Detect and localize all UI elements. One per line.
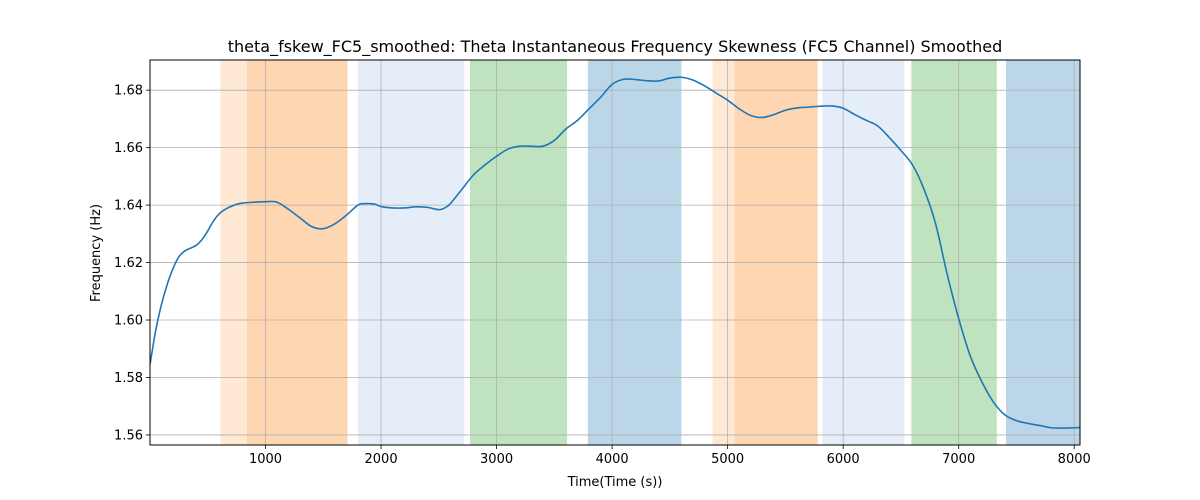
band-8 — [911, 60, 997, 445]
y-tick-label: 1.60 — [114, 314, 143, 329]
x-axis-label: Time(Time (s)) — [567, 475, 663, 490]
band-0 — [220, 60, 248, 445]
shaded-bands — [220, 60, 1080, 445]
y-tick-label: 1.58 — [114, 371, 143, 386]
band-7 — [822, 60, 905, 445]
band-2 — [357, 60, 465, 445]
x-tick-label: 1000 — [249, 452, 282, 467]
y-axis-label: Frequency (Hz) — [89, 204, 104, 302]
x-tick-label: 2000 — [365, 452, 398, 467]
x-tick-label: 6000 — [827, 452, 860, 467]
x-tick-label: 3000 — [480, 452, 513, 467]
band-4 — [587, 60, 682, 445]
y-tick-label: 1.68 — [114, 84, 143, 99]
y-tick-label: 1.62 — [114, 256, 143, 271]
y-axis-ticks: 1.56 1.58 1.60 1.62 1.64 1.66 1.68 — [114, 84, 150, 443]
band-9 — [1006, 60, 1080, 445]
band-3 — [470, 60, 568, 445]
x-tick-label: 4000 — [596, 452, 629, 467]
plot-frame — [149, 59, 1081, 446]
x-tick-label: 7000 — [942, 452, 975, 467]
x-tick-label: 5000 — [711, 452, 744, 467]
series-line — [150, 76, 1080, 429]
grid-lines — [150, 60, 1080, 445]
y-tick-label: 1.64 — [114, 199, 143, 214]
y-tick-label: 1.56 — [114, 428, 143, 443]
band-6 — [734, 60, 818, 445]
y-tick-label: 1.66 — [114, 141, 143, 156]
x-tick-label: 8000 — [1058, 452, 1091, 467]
x-axis-ticks: 1000 2000 3000 4000 5000 6000 7000 8000 — [249, 445, 1091, 467]
chart-title: theta_fskew_FC5_smoothed: Theta Instanta… — [228, 37, 1003, 57]
band-1 — [247, 60, 348, 445]
band-5 — [712, 60, 735, 445]
series-group — [150, 76, 1080, 429]
